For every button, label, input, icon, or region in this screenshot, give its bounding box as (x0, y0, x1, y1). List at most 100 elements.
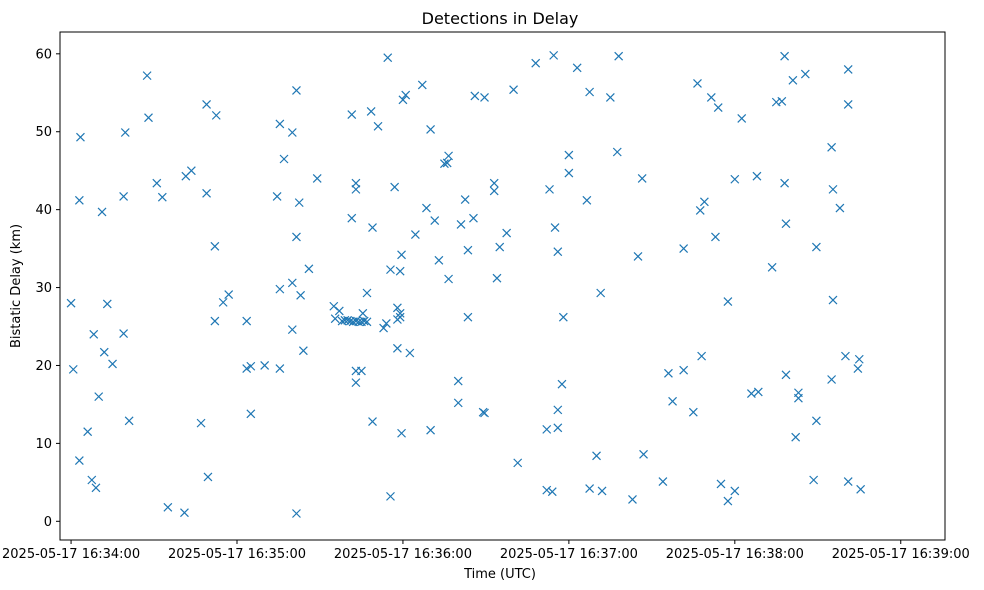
data-point (357, 366, 366, 376)
data-point (202, 100, 212, 109)
data-point (564, 168, 574, 178)
x-tick-label: 2025-05-17 16:39:00 (832, 547, 970, 562)
data-point (144, 113, 153, 123)
y-tick-label: 0 (44, 515, 52, 530)
data-point (224, 290, 234, 299)
data-point (272, 191, 282, 201)
data-point (558, 312, 568, 322)
data-point (74, 456, 84, 465)
data-point (392, 303, 402, 313)
data-point (442, 158, 452, 168)
data-point (395, 266, 405, 276)
data-point (781, 370, 791, 380)
data-point (329, 301, 339, 311)
data-point (628, 495, 637, 504)
data-point (434, 255, 444, 265)
data-point (668, 396, 678, 406)
data-point (91, 483, 101, 493)
data-point (557, 379, 567, 389)
data-point (460, 195, 470, 204)
data-point (658, 477, 668, 486)
data-point (612, 147, 622, 157)
data-point (203, 472, 213, 482)
data-point (553, 247, 563, 257)
data-point (430, 216, 440, 225)
data-point (811, 416, 821, 426)
data-point (853, 364, 863, 374)
data-point (693, 78, 702, 88)
data-point (292, 509, 301, 518)
data-point (444, 274, 453, 284)
data-point (368, 223, 377, 232)
y-tick-label: 30 (35, 281, 52, 296)
data-point (163, 502, 173, 512)
data-point (180, 508, 189, 518)
data-point (550, 223, 560, 232)
data-point (633, 251, 643, 261)
data-point (279, 154, 289, 164)
data-point (752, 171, 762, 181)
data-point (386, 491, 395, 501)
data-point (781, 219, 791, 229)
data-point (542, 485, 552, 495)
data-point (553, 423, 563, 433)
data-point (716, 479, 726, 489)
data-point (791, 432, 801, 442)
data-point (753, 387, 763, 397)
data-point (489, 178, 499, 188)
data-point (211, 110, 221, 120)
chart-title: Detections in Delay (422, 9, 579, 28)
data-point (800, 69, 810, 79)
data-point (549, 50, 559, 60)
data-point (296, 290, 306, 300)
data-point (585, 87, 595, 97)
data-point (89, 329, 99, 339)
x-tick-label: 2025-05-17 16:35:00 (168, 547, 306, 562)
data-point (347, 110, 357, 120)
data-point (605, 93, 615, 102)
data-point (723, 496, 733, 506)
data-point (368, 417, 377, 426)
data-point (395, 308, 405, 318)
y-tick-label: 40 (35, 203, 52, 218)
data-point (186, 166, 196, 176)
data-point (410, 230, 420, 240)
data-point (664, 368, 673, 378)
data-point (246, 361, 256, 371)
data-point (66, 298, 76, 308)
data-point (780, 51, 790, 61)
data-point (359, 316, 369, 326)
data-point (275, 364, 285, 374)
data-point (120, 128, 130, 137)
data-point (495, 242, 505, 252)
y-tick-label: 20 (35, 359, 52, 374)
data-point (351, 178, 361, 188)
data-point (843, 477, 853, 486)
data-point (398, 95, 408, 105)
data-point (597, 486, 607, 496)
data-point (679, 365, 689, 375)
data-point (397, 250, 406, 260)
data-point (390, 182, 400, 192)
data-point (157, 192, 167, 202)
data-point (679, 244, 689, 254)
data-point (334, 306, 344, 316)
data-point (463, 245, 473, 255)
data-point (152, 178, 162, 188)
data-point (463, 312, 473, 322)
data-point (723, 297, 733, 307)
data-point (513, 458, 523, 468)
data-point (196, 418, 206, 428)
data-point (470, 91, 480, 101)
data-point (637, 174, 647, 183)
data-point (68, 364, 78, 374)
data-point (379, 323, 389, 333)
data-point (373, 121, 383, 131)
data-point (422, 203, 431, 213)
data-point (828, 184, 838, 194)
data-point (401, 90, 411, 100)
data-point (202, 188, 212, 198)
data-point (383, 53, 393, 63)
data-point (788, 75, 798, 85)
